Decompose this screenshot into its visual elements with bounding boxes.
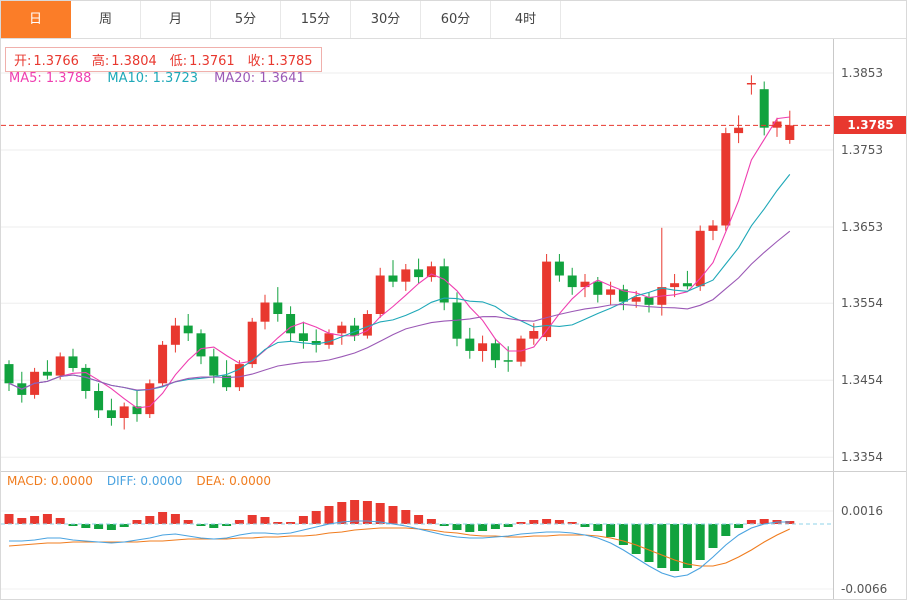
tab-5min[interactable]: 5分 bbox=[211, 1, 281, 38]
ma5-readout: MA5: 1.3788 bbox=[9, 71, 91, 86]
price-axis-label: 1.3354 bbox=[841, 450, 883, 464]
tab-week[interactable]: 周 bbox=[71, 1, 141, 38]
price-grid bbox=[1, 72, 833, 458]
price-axis-label: 1.3454 bbox=[841, 373, 883, 387]
ma20-readout: MA20: 1.3641 bbox=[214, 71, 305, 86]
axis-separator bbox=[833, 39, 834, 599]
ohlc-high: 高: 1.3804 bbox=[92, 50, 157, 69]
tab-month[interactable]: 月 bbox=[141, 1, 211, 38]
low-value: 1.3761 bbox=[189, 54, 235, 69]
macd-histogram bbox=[4, 500, 795, 571]
timeframe-tabbar: 日 周 月 5分 15分 30分 60分 4时 bbox=[1, 1, 906, 39]
dea-line bbox=[8, 527, 791, 567]
ohlc-low: 低: 1.3761 bbox=[170, 50, 235, 69]
ma10-value: 1.3723 bbox=[152, 71, 199, 86]
tab-15min[interactable]: 15分 bbox=[281, 1, 351, 38]
ohlc-readout: 开: 1.3766 高: 1.3804 低: 1.3761 收: 1.3785 bbox=[5, 47, 322, 72]
open-label: 开: bbox=[14, 54, 32, 69]
ma5-value: 1.3788 bbox=[45, 71, 92, 86]
macd-label: MACD: bbox=[7, 474, 48, 488]
dea-value-readout: DEA: 0.0000 bbox=[196, 474, 271, 488]
ma20-line bbox=[8, 230, 791, 391]
tab-60min[interactable]: 60分 bbox=[421, 1, 491, 38]
high-value: 1.3804 bbox=[111, 54, 157, 69]
ma5-label: MA5: bbox=[9, 71, 42, 86]
tab-4hour[interactable]: 4时 bbox=[491, 1, 561, 38]
diff-label: DIFF: bbox=[106, 474, 137, 488]
ma10-readout: MA10: 1.3723 bbox=[107, 71, 198, 86]
ma20-label: MA20: bbox=[214, 71, 256, 86]
high-label: 高: bbox=[91, 54, 110, 69]
macd-readout: MACD: 0.0000 DIFF: 0.0000 DEA: 0.0000 bbox=[7, 474, 271, 488]
diff-value: 0.0000 bbox=[140, 474, 183, 488]
price-axis-label: 1.3554 bbox=[841, 296, 883, 310]
tab-30min[interactable]: 30分 bbox=[351, 1, 421, 38]
ma10-line bbox=[8, 174, 791, 392]
tab-day[interactable]: 日 bbox=[1, 1, 71, 38]
low-label: 低: bbox=[169, 54, 188, 69]
ohlc-open: 开: 1.3766 bbox=[14, 50, 79, 69]
close-label: 收: bbox=[247, 54, 266, 69]
diff-line bbox=[9, 520, 790, 578]
price-axis-label: 1.3853 bbox=[841, 66, 883, 80]
ma-readout: MA5: 1.3788 MA10: 1.3723 MA20: 1.3641 bbox=[9, 71, 305, 86]
macd-chart[interactable] bbox=[1, 471, 907, 600]
current-price-tag: 1.3785 bbox=[834, 116, 906, 134]
candles-layer bbox=[4, 75, 795, 430]
macd-axis-label-bottom: -0.0066 bbox=[841, 582, 888, 596]
dea-label: DEA: bbox=[196, 474, 226, 488]
macd-value: 0.0000 bbox=[50, 474, 93, 488]
ohlc-close: 收: 1.3785 bbox=[248, 50, 313, 69]
price-axis-label: 1.3653 bbox=[841, 220, 883, 234]
price-chart[interactable] bbox=[1, 39, 907, 471]
panel-divider bbox=[1, 471, 906, 472]
diff-value-readout: DIFF: 0.0000 bbox=[107, 474, 183, 488]
close-value: 1.3785 bbox=[267, 54, 313, 69]
ma5-line bbox=[8, 116, 790, 409]
macd-axis-label-top: 0.0016 bbox=[841, 504, 883, 518]
macd-value-readout: MACD: 0.0000 bbox=[7, 474, 93, 488]
price-axis-label: 1.3753 bbox=[841, 143, 883, 157]
open-value: 1.3766 bbox=[33, 54, 79, 69]
dea-value: 0.0000 bbox=[229, 474, 272, 488]
ma10-label: MA10: bbox=[107, 71, 149, 86]
ma20-value: 1.3641 bbox=[259, 71, 305, 86]
